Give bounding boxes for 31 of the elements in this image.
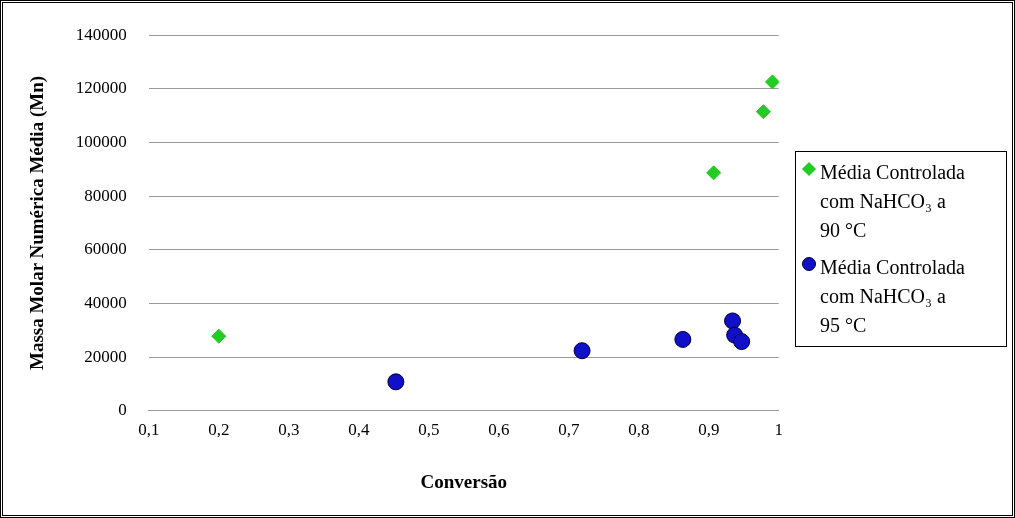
x-axis-title: Conversão (420, 470, 508, 492)
y-tick-label: 0 (118, 400, 127, 420)
x-tick-label: 0,7 (558, 420, 580, 440)
x-tick-label: 0,6 (488, 420, 510, 440)
y-axis-title: Massa Molar Numérica Média (Mn) (26, 75, 49, 371)
point (755, 104, 771, 120)
y-tick-label: 60000 (84, 239, 127, 259)
point (706, 165, 722, 181)
legend-label: Média Controlada com NaHCO₃ a 95 °C (820, 255, 966, 338)
y-tick-label: 100000 (75, 131, 127, 151)
x-tick-label: 0,1 (138, 420, 160, 440)
y-tick-label: 140000 (75, 24, 127, 44)
point (764, 74, 779, 90)
point (733, 333, 751, 351)
point (674, 330, 692, 348)
point (211, 328, 227, 344)
x-tick-label: 0,8 (628, 420, 650, 440)
x-tick-label: 1 (774, 420, 783, 440)
point (724, 312, 742, 330)
x-tick-label: 0,9 (698, 420, 720, 440)
y-tick-label: 40000 (84, 292, 127, 312)
x-tick-label: 0,4 (348, 420, 370, 440)
point (387, 373, 405, 391)
legend-label: Média Controlada com NaHCO₃ a 90 °C (820, 160, 966, 243)
x-tick-label: 0,2 (208, 420, 230, 440)
point (573, 342, 591, 360)
y-tick-label: 20000 (84, 346, 127, 366)
y-tick-label: 80000 (84, 185, 127, 205)
x-tick-label: 0,5 (418, 420, 440, 440)
x-tick-label: 0,3 (278, 420, 300, 440)
y-tick-label: 120000 (75, 78, 127, 98)
